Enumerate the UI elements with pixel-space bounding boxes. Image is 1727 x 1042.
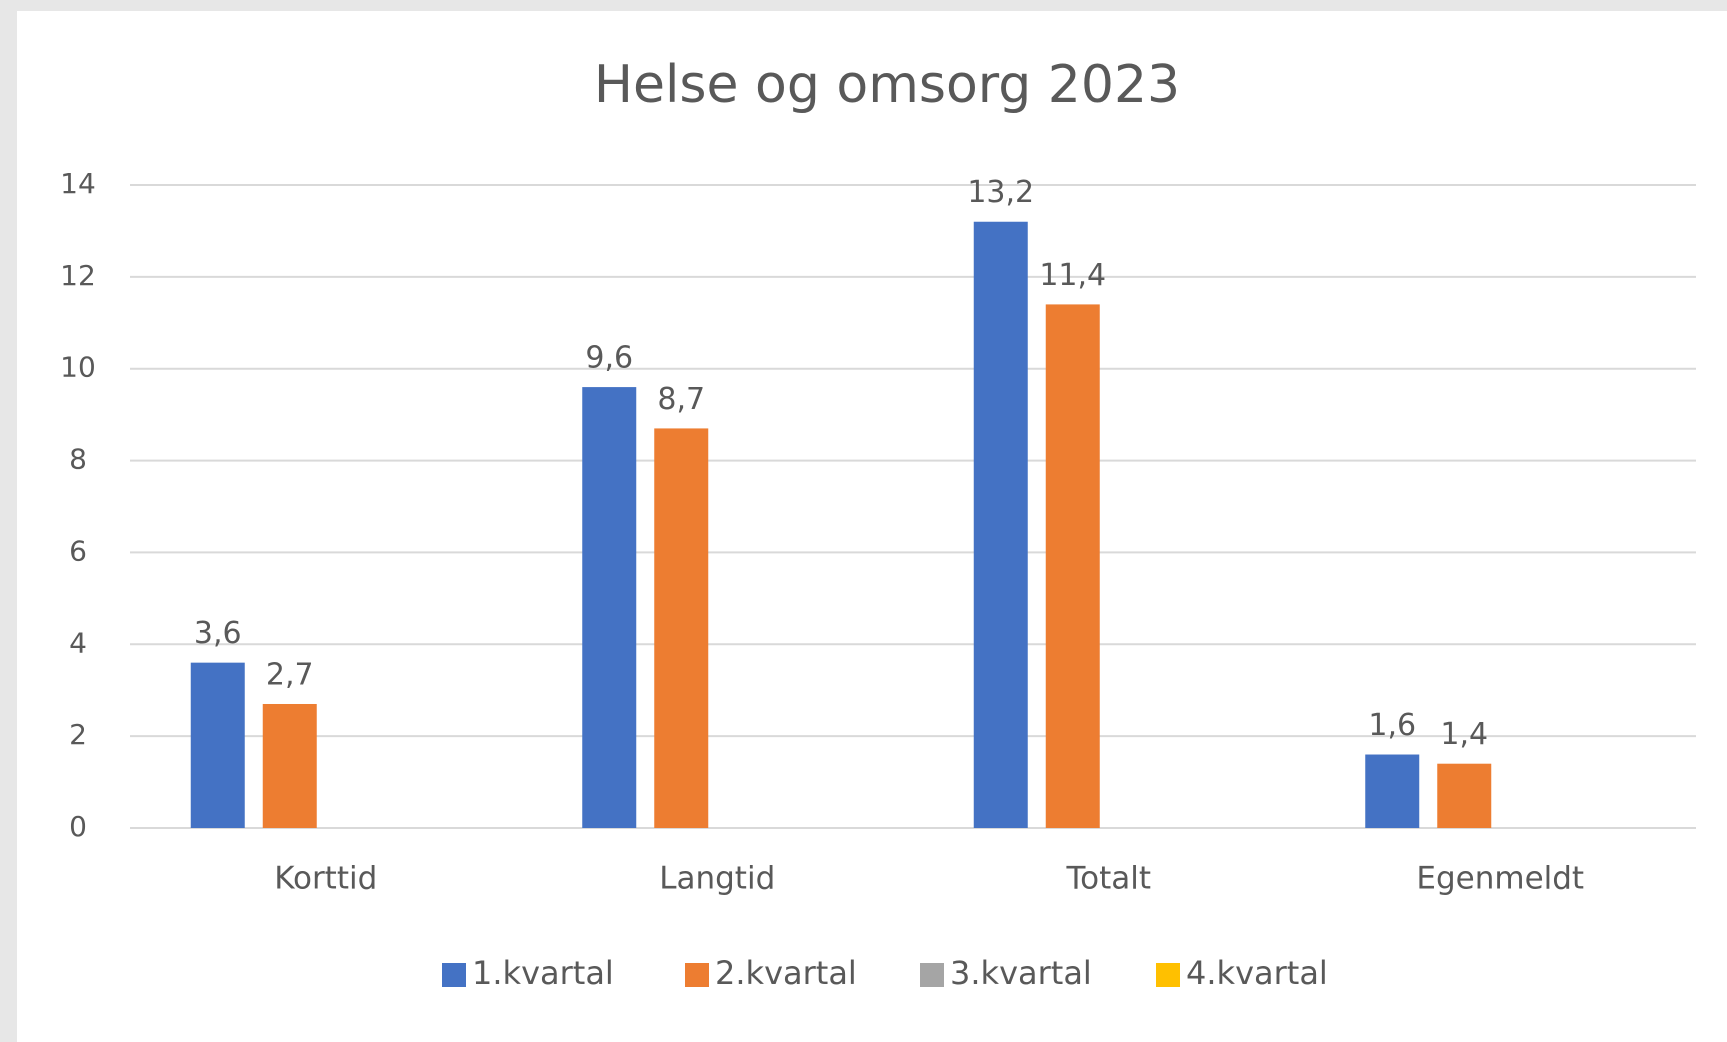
chart-title: Helse og omsorg 2023 — [594, 55, 1180, 115]
y-tick-label: 10 — [60, 351, 96, 384]
legend-label: 3.kvartal — [950, 954, 1092, 992]
x-tick-label: Totalt — [1065, 861, 1151, 897]
data-label: 3,6 — [194, 616, 242, 651]
bar — [1365, 754, 1420, 828]
x-tick-label: Langtid — [659, 861, 775, 897]
bar — [262, 703, 317, 828]
bar — [1437, 763, 1492, 828]
bar — [1045, 304, 1100, 828]
bar — [582, 387, 637, 828]
legend-swatch — [1156, 963, 1180, 987]
chart-area — [17, 11, 1727, 1042]
y-tick-label: 12 — [60, 259, 96, 292]
legend-label: 4.kvartal — [1186, 954, 1328, 992]
bar — [190, 662, 245, 828]
y-tick-label: 4 — [69, 626, 87, 659]
data-label: 11,4 — [1039, 258, 1106, 293]
data-label: 1,4 — [1440, 717, 1488, 752]
data-label: 1,6 — [1368, 708, 1416, 743]
y-tick-label: 8 — [69, 443, 87, 476]
data-label: 2,7 — [266, 657, 314, 692]
data-label: 9,6 — [585, 341, 633, 376]
bar — [654, 428, 709, 828]
x-tick-label: Egenmeldt — [1416, 861, 1584, 897]
data-label: 13,2 — [967, 175, 1034, 210]
legend-label: 2.kvartal — [715, 954, 857, 992]
bar — [973, 221, 1028, 828]
y-tick-label: 0 — [69, 810, 87, 843]
x-tick-label: Korttid — [274, 861, 377, 897]
data-label: 8,7 — [657, 382, 705, 417]
legend-swatch — [442, 963, 466, 987]
legend-label: 1.kvartal — [472, 954, 614, 992]
y-tick-label: 6 — [69, 534, 87, 567]
y-tick-label: 14 — [60, 167, 96, 200]
y-tick-label: 2 — [69, 718, 87, 751]
legend-swatch — [685, 963, 709, 987]
legend-swatch — [920, 963, 944, 987]
